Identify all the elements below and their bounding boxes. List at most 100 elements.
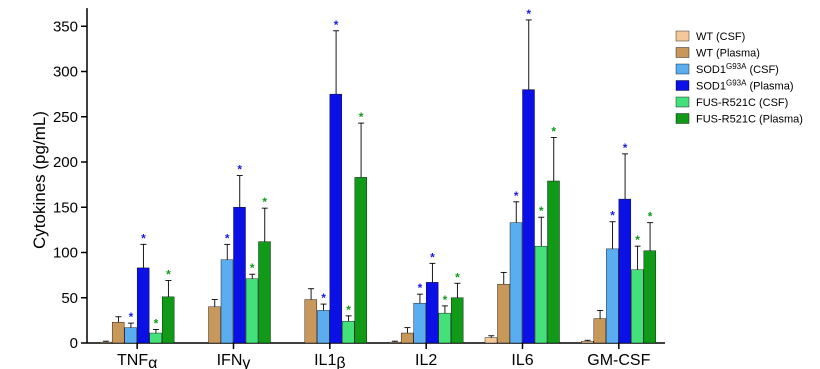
bar [329,93,343,344]
significance-star: * [225,231,230,245]
significance-star: * [514,189,519,203]
significance-star: * [648,210,653,224]
significance-star: * [346,303,351,317]
y-axis-label: Cytokines (pg/mL) [30,111,49,249]
significance-star: * [166,268,171,282]
legend-swatch [675,113,690,124]
legend-entry-base: SOD1 [696,81,726,93]
legend-entry-base: WT [696,31,713,43]
category-label-base: TNF [117,352,148,369]
bar [497,283,510,344]
legend-entry-base: FUS-R521C [696,114,756,126]
category-label: GM-CSF [587,352,650,369]
legend-swatch [675,63,690,75]
y-tick-label: 200 [53,154,78,171]
legend-entry: WT (Plasma) [696,48,760,60]
legend-entry: SOD1G93A (Plasma) [696,79,794,93]
legend-entry-tail: (Plasma) [746,81,793,93]
significance-star: * [250,261,255,275]
significance-star: * [526,7,531,21]
category-label-base: IL2 [415,352,437,369]
bar [317,310,330,344]
legend-entry: SOD1G93A (CSF) [696,62,779,76]
legend-entry-base: SOD1 [696,64,726,76]
category-label-base: IL6 [511,352,533,369]
bar [400,332,414,344]
category-label: IL2 [415,352,437,369]
significance-star: * [141,231,146,245]
bar [438,312,451,344]
legend-entry-tail: (CSF) [746,64,778,76]
y-tick-label: 150 [53,199,78,216]
legend-entry-tail: (CSF) [756,97,788,109]
category-label-base: IL1 [314,352,336,369]
bar [618,198,632,344]
bar [606,248,619,344]
legend-entry: FUS-R521C (Plasma) [696,114,803,126]
significance-star: * [334,18,339,32]
legend-entry-tail: (Plasma) [756,114,803,126]
legend-swatch [675,47,690,58]
y-tick-label: 350 [53,18,78,35]
bar [388,341,401,344]
bar [509,222,523,344]
significance-star: * [610,209,615,223]
significance-star: * [455,270,460,284]
bar [534,245,548,344]
bar [643,250,657,344]
legend: WT (CSF)WT (Plasma)SOD1G93A (CSF)SOD1G93… [675,30,803,126]
category-label: IFNγ [217,352,251,369]
bar [304,299,318,344]
significance-star: * [262,195,267,209]
significance-star: * [635,233,640,247]
bars: * * * * * * * * * * * * * * * * * * * * * * * * [99,7,657,344]
category-label: TNFα [117,352,157,369]
legend-swatch [675,96,690,108]
legend-entry-tail: (Plasma) [713,48,760,60]
bar [149,332,162,344]
significance-star: * [129,310,134,324]
category-label-greek: γ [242,355,250,369]
significance-star: * [418,281,423,295]
bar [450,297,464,344]
significance-star: * [321,291,326,305]
y-tick-label: 50 [61,290,78,307]
category-label-base: GM-CSF [587,352,650,369]
bar [631,269,644,344]
bar [342,321,355,344]
significance-star: * [539,204,544,218]
bar [208,306,221,344]
legend-entry-base: WT [696,48,713,60]
category-label-greek: α [148,355,157,369]
bar [245,278,259,344]
bar [136,267,150,344]
bar [413,302,426,344]
legend-swatch [675,80,690,91]
legend-entry-base: FUS-R521C [696,97,756,109]
significance-star: * [430,250,435,264]
y-tick-label: 300 [53,64,78,81]
bar [484,337,498,344]
bar [233,207,246,344]
significance-star: * [154,316,159,330]
legend-entry-superscript: G93A [726,79,747,88]
bar [111,321,125,344]
category-label-greek: β [336,355,345,369]
bar [258,241,271,344]
bar [425,282,439,344]
legend-entry: FUS-R521C (CSF) [696,97,788,109]
significance-star: * [237,163,242,177]
category-label: IL1β [314,352,345,369]
significance-star: * [623,141,628,155]
legend-swatch [675,30,690,42]
significance-star: * [359,110,364,124]
bar [124,327,137,344]
y-tick-label: 0 [70,335,78,352]
bar [354,177,368,344]
category-label: IL6 [511,352,533,369]
significance-star: * [551,125,556,139]
bar [161,296,175,344]
legend-entry-superscript: G93A [726,62,747,71]
y-tick-label: 100 [53,245,78,262]
axes: 0 50 100 150 200 250 300 350 TNFα IFNγ IL1β IL2 IL6 G… [53,8,665,369]
